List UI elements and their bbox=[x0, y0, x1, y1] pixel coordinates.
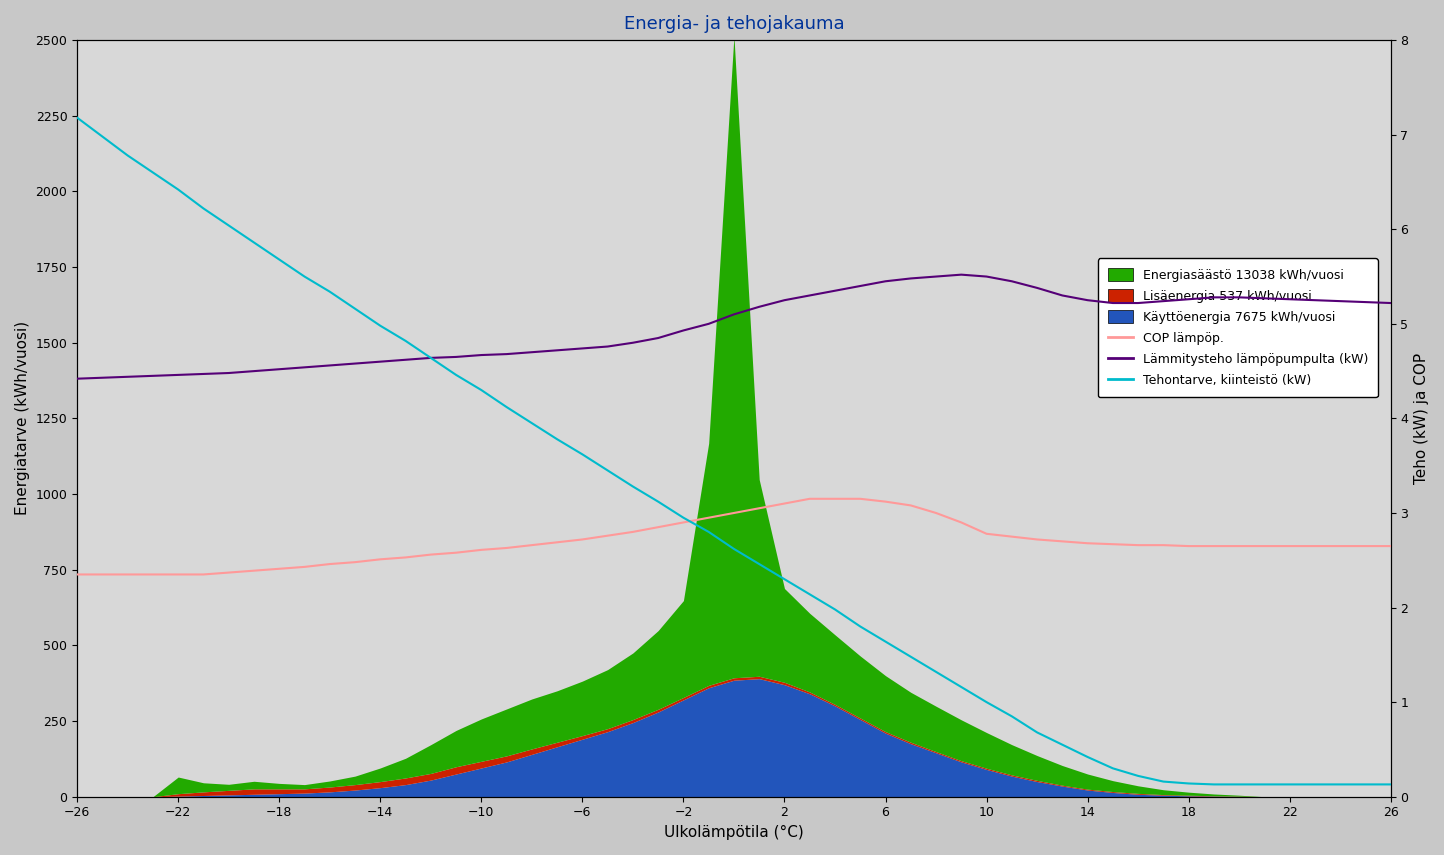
Legend: Energiasäästö 13038 kWh/vuosi, Lisäenergia 537 kWh/vuosi, Käyttöenergia 7675 kWh: Energiasäästö 13038 kWh/vuosi, Lisäenerg… bbox=[1097, 258, 1378, 398]
X-axis label: Ulkolämpötila (°C): Ulkolämpötila (°C) bbox=[664, 825, 804, 840]
Y-axis label: Teho (kW) ja COP: Teho (kW) ja COP bbox=[1414, 353, 1430, 484]
Y-axis label: Energiatarve (kWh/vuosi): Energiatarve (kWh/vuosi) bbox=[14, 321, 30, 516]
Title: Energia- ja tehojakauma: Energia- ja tehojakauma bbox=[624, 15, 845, 33]
